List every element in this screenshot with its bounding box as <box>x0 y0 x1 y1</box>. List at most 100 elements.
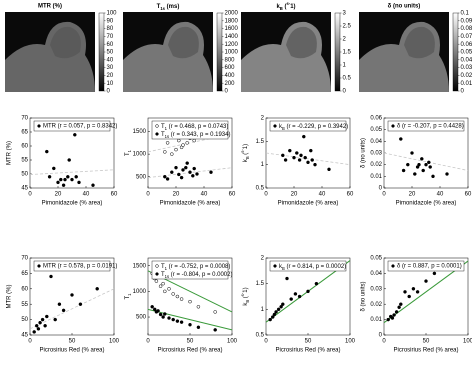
x-tick-label: 20 <box>173 192 180 198</box>
data-point <box>213 328 217 332</box>
colorbar-tick-label: 0.5 <box>343 76 352 82</box>
data-point <box>306 160 310 165</box>
data-point <box>49 274 53 279</box>
x-tick-label: 60 <box>111 192 118 198</box>
y-axis-label: kB (s-1) <box>240 144 250 162</box>
colorbar-tick-label: 1 <box>343 63 347 69</box>
x-tick-label: 50 <box>423 339 430 345</box>
x-tick-label: 20 <box>409 192 416 198</box>
legend-box <box>387 120 465 132</box>
colorbar-tick-label: 1600 <box>225 26 239 32</box>
colorbar-tick-label: 50 <box>107 50 114 56</box>
y-tick-label: 0.01 <box>370 317 382 323</box>
x-axis-label: Picrosirius Red (% area) <box>275 348 340 354</box>
data-point <box>45 314 49 319</box>
mri-tumor <box>50 26 81 59</box>
legend-marker <box>273 264 277 268</box>
data-point <box>170 152 174 156</box>
colorbar-tick-label: 2000 <box>225 11 239 17</box>
data-point <box>195 172 199 176</box>
y-tick-label: 1000 <box>133 152 147 158</box>
data-point <box>165 141 170 145</box>
data-point <box>185 141 189 145</box>
data-point <box>297 158 302 162</box>
data-point <box>192 138 196 143</box>
data-point <box>288 148 292 153</box>
x-tick-label: 60 <box>347 192 354 198</box>
data-point <box>293 292 298 296</box>
data-point <box>158 284 163 288</box>
data-point <box>152 307 157 312</box>
data-point <box>165 177 170 181</box>
data-point <box>281 153 285 158</box>
data-point <box>179 297 184 301</box>
data-point <box>192 166 196 171</box>
y-tick-label: 0.02 <box>370 302 382 308</box>
y-tick-label: 0.02 <box>370 162 382 168</box>
legend-label: MTR (r = 0.578, p = 0.0191) <box>43 264 117 270</box>
data-point <box>327 167 331 172</box>
colorbar <box>334 12 341 92</box>
data-point <box>70 177 74 182</box>
y-tick-label: 0 <box>379 186 383 192</box>
colorbar-tick-label: 70 <box>107 34 114 40</box>
x-tick-label: 0 <box>264 192 268 198</box>
y-tick-label: 45 <box>21 333 28 339</box>
data-point <box>150 305 154 309</box>
colorbar-tick-label: 0.09 <box>461 18 472 24</box>
y-tick-label: 65 <box>21 130 28 136</box>
data-point <box>289 297 293 301</box>
data-point <box>161 315 165 319</box>
colorbar-tick-label: 80 <box>107 26 114 32</box>
data-point <box>91 183 95 187</box>
x-tick-label: 20 <box>291 192 298 198</box>
data-point <box>196 325 201 330</box>
y-tick-label: 0 <box>379 333 383 339</box>
panel-title: kB (s-1) <box>276 1 295 11</box>
data-point <box>167 287 171 291</box>
y-tick-label: 50 <box>21 317 28 323</box>
y-tick-label: 0.06 <box>370 116 382 122</box>
y-tick-label: 55 <box>21 302 28 308</box>
y-tick-label: 0.05 <box>370 256 382 262</box>
data-point <box>163 312 167 316</box>
data-point <box>432 271 437 276</box>
legend-marker <box>391 264 395 268</box>
data-point <box>57 302 62 306</box>
panel-title: MTR (%) <box>38 4 62 10</box>
y-tick-label: 0.01 <box>370 174 382 180</box>
data-point <box>445 172 449 176</box>
data-point <box>95 287 99 291</box>
data-point <box>410 151 414 155</box>
data-point <box>399 302 403 306</box>
data-point <box>52 166 56 171</box>
data-point <box>163 289 167 294</box>
data-point <box>191 174 195 178</box>
legend-marker <box>37 264 41 268</box>
colorbar-tick-label: 3 <box>343 11 347 17</box>
data-point <box>171 317 175 322</box>
y-tick-label: 45 <box>21 186 28 192</box>
colorbar-tick-label: 1000 <box>225 50 239 56</box>
colorbar-tick-label: 1400 <box>225 34 239 40</box>
data-point <box>177 172 181 177</box>
y-tick-label: 0.04 <box>370 271 382 277</box>
x-tick-label: 60 <box>465 192 472 198</box>
x-tick-label: 0 <box>28 192 32 198</box>
data-point <box>170 170 174 174</box>
x-tick-label: 40 <box>437 192 444 198</box>
legend-label: T1s (r = -0.804, p = 0.0002) <box>161 272 232 279</box>
colorbar-tick-label: 1200 <box>225 42 239 48</box>
colorbar-tick-label: 2 <box>343 37 347 43</box>
y-tick-label: 0.03 <box>370 151 382 157</box>
y-tick-label: 1500 <box>133 129 147 135</box>
y-axis-label: kB (s-1) <box>240 287 250 305</box>
mri-tumor <box>286 26 317 59</box>
x-tick-label: 0 <box>382 192 386 198</box>
colorbar-tick-label: 0.08 <box>461 26 472 32</box>
data-point <box>171 292 175 296</box>
x-tick-label: 0 <box>264 339 268 345</box>
data-point <box>73 133 77 137</box>
y-tick-label: 2 <box>261 116 265 122</box>
data-point <box>424 279 428 283</box>
